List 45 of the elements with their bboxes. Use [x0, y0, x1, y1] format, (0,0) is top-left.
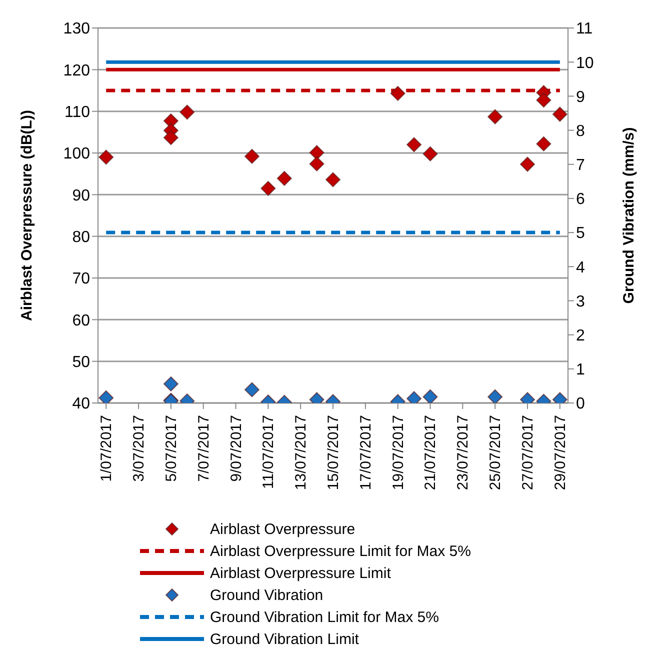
legend-label: Ground Vibration: [210, 586, 324, 604]
x-tick-label: 27/07/2017: [519, 415, 536, 490]
y-tick-label: 60: [72, 312, 90, 330]
x-tick-label: 7/07/2017: [195, 415, 212, 482]
x-tick-label: 29/07/2017: [552, 415, 569, 490]
y2-tick-label: 8: [576, 122, 585, 140]
y2-tick-label: 9: [576, 88, 585, 106]
y-tick-label: 80: [72, 229, 90, 246]
x-tick-label: 23/07/2017: [454, 415, 472, 490]
legend-label: Airblast Overpressure Limit for Max 5%: [210, 542, 471, 560]
x-tick-label: 17/07/2017: [357, 415, 374, 490]
y2-tick-label: 5: [576, 225, 585, 242]
y2-tick-label: 10: [576, 54, 594, 72]
y2-tick-label: 4: [576, 259, 585, 276]
y-tick-label: 50: [72, 354, 90, 372]
x-tick-label: 25/07/2017: [487, 415, 504, 490]
y-axis-title: Airblast Overpressure (dB(L)): [18, 110, 36, 321]
legend-label: Airblast Overpressure: [210, 520, 356, 538]
y-tick-label: 90: [72, 187, 90, 204]
y2-tick-label: 6: [576, 191, 585, 208]
x-tick-label: 11/07/2017: [260, 415, 278, 489]
legend-label: Ground Vibration Limit: [210, 630, 359, 648]
y2-tick-label: 2: [576, 328, 585, 344]
y-tick-label: 130: [63, 20, 90, 38]
x-tick-label: 3/07/2017: [130, 415, 148, 482]
y-tick-label: 70: [72, 270, 90, 288]
y2-tick-label: 3: [576, 293, 585, 310]
y-tick-label: 110: [64, 104, 90, 122]
y-tick-label: 100: [63, 146, 90, 163]
y2-tick-label: 0: [576, 396, 585, 413]
x-tick-label: 15/07/2017: [325, 415, 342, 490]
x-tick-label: 9/07/2017: [228, 415, 245, 482]
y-tick-label: 120: [63, 62, 90, 80]
legend-label: Ground Vibration Limit for Max 5%: [210, 608, 439, 626]
y-tick-label: 40: [72, 396, 90, 413]
y2-tick-label: 11: [576, 20, 593, 38]
x-tick-label: 1/07/2017: [98, 415, 116, 482]
y2-tick-label: 1: [576, 362, 585, 379]
x-tick-label: 13/07/2017: [292, 415, 310, 490]
x-tick-label: 19/07/2017: [390, 415, 407, 490]
legend-label: Airblast Overpressure Limit: [210, 564, 391, 582]
y2-axis-title: Ground Vibration (mm/s): [620, 127, 638, 304]
x-tick-label: 21/07/2017: [422, 415, 440, 490]
x-tick-label: 5/07/2017: [162, 415, 180, 482]
y2-tick-label: 7: [576, 157, 585, 174]
